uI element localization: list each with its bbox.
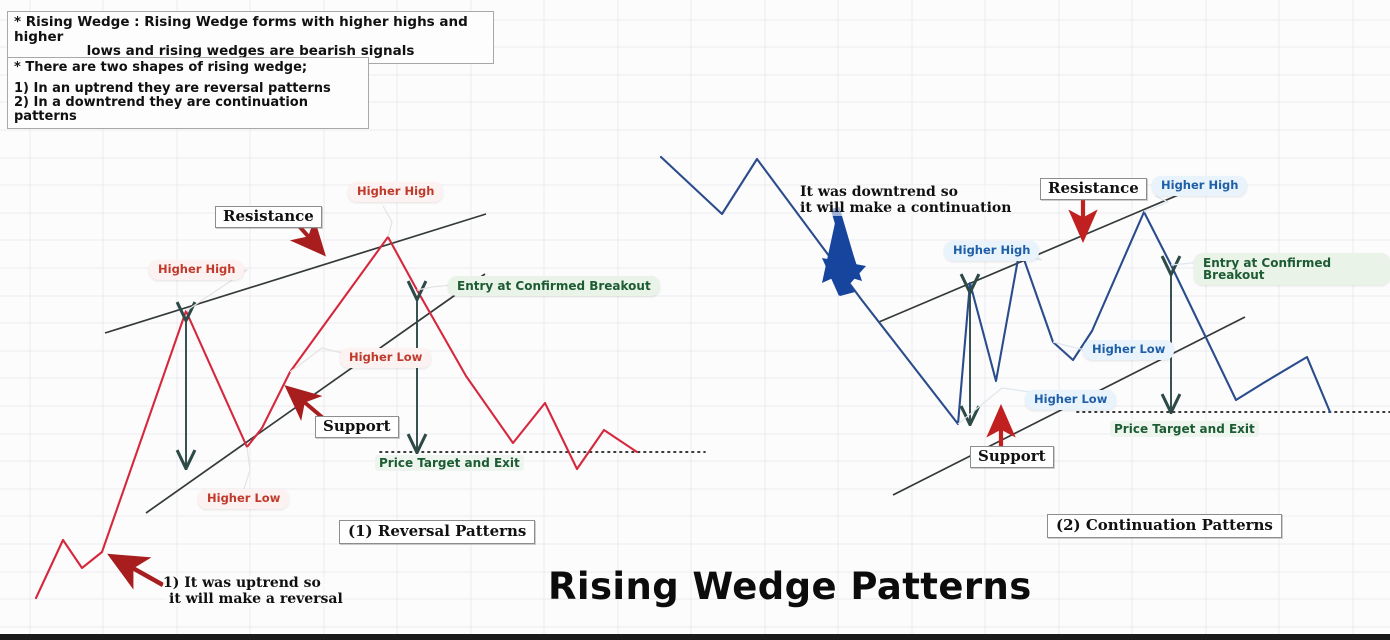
left-trend-note-line1: 1) It was uptrend so: [163, 575, 321, 591]
right-panel-caption: (2) Continuation Patterns: [1047, 514, 1282, 539]
left-entry-bubble: Entry at Confirmed Breakout: [448, 276, 660, 296]
note-shapes-line2: 1) In an uptrend they are reversal patte…: [14, 81, 331, 97]
note-shapes-line3: 2) In a downtrend they are continuation …: [14, 95, 308, 125]
right-bubble-leaders: [957, 195, 1201, 425]
note-definition: * Rising Wedge : Rising Wedge forms with…: [7, 11, 494, 64]
right-entry-bubble: Entry at Confirmed Breakout: [1194, 253, 1390, 285]
left-panel-caption: (1) Reversal Patterns: [339, 520, 536, 545]
note-definition-line1: * Rising Wedge : Rising Wedge forms with…: [14, 14, 468, 45]
right-trend-note-line1: It was downtrend so: [800, 184, 958, 200]
left-higher-high-1: Higher High: [149, 260, 245, 280]
left-higher-high-2: Higher High: [348, 182, 444, 202]
right-higher-high-2: Higher High: [1152, 176, 1248, 196]
left-uptrend-pointer: [107, 553, 165, 590]
right-resistance-box: Resistance: [1040, 178, 1147, 201]
left-resistance-box: Resistance: [215, 206, 322, 229]
note-definition-line2: lows and rising wedges are bearish signa…: [86, 43, 415, 60]
right-price-target-label: Price Target and Exit: [1110, 421, 1259, 437]
note-shapes: * There are two shapes of rising wedge; …: [7, 57, 369, 130]
left-higher-low-1: Higher Low: [340, 348, 432, 368]
page-title: Rising Wedge Patterns: [548, 565, 1032, 608]
right-downtrend-pointer: [822, 206, 866, 296]
left-support-pointer: [284, 385, 325, 421]
right-higher-low-2: Higher Low: [1025, 390, 1117, 410]
left-price-line: [34, 235, 639, 600]
left-support-trendline: [145, 273, 486, 514]
right-trend-note-line2: it will make a continuation: [800, 199, 1012, 216]
right-higher-low-1: Higher Low: [1083, 340, 1175, 360]
right-higher-high-1: Higher High: [944, 241, 1040, 261]
note-shapes-line1: * There are two shapes of rising wedge;: [14, 60, 308, 75]
left-support-box: Support: [315, 416, 399, 439]
left-resistance-trendline: [104, 213, 487, 334]
left-trend-note: 1) It was uptrend so it will make a reve…: [163, 575, 343, 608]
left-higher-low-2: Higher Low: [198, 489, 290, 509]
right-support-box: Support: [970, 446, 1054, 469]
right-trend-note: It was downtrend so it will make a conti…: [800, 184, 1012, 217]
left-price-target-label: Price Target and Exit: [375, 455, 524, 471]
left-trend-note-line2: it will make a reversal: [169, 590, 343, 607]
